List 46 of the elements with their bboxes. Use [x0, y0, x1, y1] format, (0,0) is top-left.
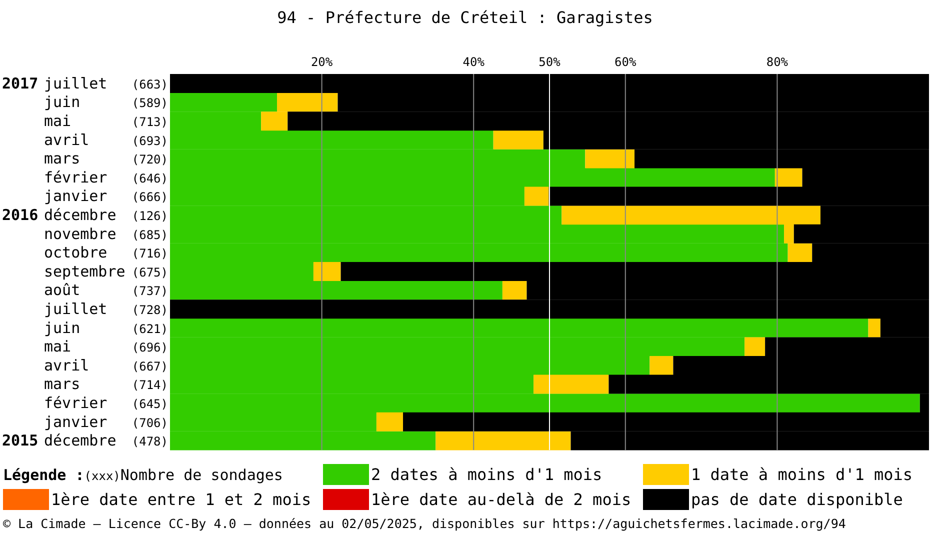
- x-tick-label: 50%: [538, 55, 562, 69]
- bar: [868, 318, 880, 338]
- chart-title: 94 - Préfecture de Créteil : Garagistes: [276, 8, 654, 27]
- category-label: juin (589): [44, 93, 168, 112]
- y-tick-label: septembre (675): [44, 262, 168, 280]
- category-label: février (646): [44, 168, 168, 186]
- category-label: janvier (666): [44, 187, 168, 206]
- category-label: avril (693): [44, 130, 168, 149]
- legend-title: Légende :: [3, 466, 84, 484]
- category-label: avril (667): [44, 356, 168, 374]
- legend-label: pas de date disponible: [690, 489, 904, 510]
- y-tick-label: novembre (685): [44, 224, 168, 243]
- bar: [313, 262, 341, 281]
- category-label: août (737): [44, 281, 168, 300]
- text: © La Cimade – Licence CC-By 4.0 – données au 02/05/2025, disponibles sur https://aguichetsfermes.lacimade.org/94: [3, 516, 846, 531]
- legend-label: 1 date à moins d'1 mois: [690, 464, 914, 485]
- x-tick-label: 40%: [462, 55, 486, 69]
- legend-label: 1ère date entre 1 et 2 mois: [50, 489, 312, 510]
- bar: [585, 149, 635, 168]
- legend-label: 2 dates à moins d'1 mois: [370, 464, 604, 485]
- category-label: juin (621): [44, 318, 168, 337]
- bar: [534, 374, 609, 394]
- bar: [774, 168, 802, 187]
- y-tick-label: 2016 décembre (126): [2, 206, 168, 224]
- x-tick-label: 60%: [614, 55, 638, 69]
- y-tick-label: 2015 décembre (478): [2, 432, 168, 450]
- category-label: mai (713): [44, 112, 168, 130]
- legend-label: 1ère date au-delà de 2 mois: [370, 489, 632, 510]
- category-label: 2017 juillet (663): [2, 74, 168, 92]
- bar: [502, 280, 527, 300]
- category-label: mars (720): [44, 150, 168, 168]
- bar: [524, 186, 549, 206]
- category-label: février (645): [44, 394, 168, 412]
- bar: [493, 130, 544, 150]
- x-tick-label: 80%: [766, 55, 789, 69]
- bar: [744, 337, 766, 356]
- category-label: mars (714): [44, 375, 168, 394]
- category-label: mai (696): [44, 338, 168, 356]
- bar: [436, 431, 571, 450]
- text: (xxx)Nombre de sondages: [84, 466, 283, 484]
- category-label: janvier (706): [44, 412, 168, 431]
- bar: [376, 412, 404, 432]
- bar: [650, 356, 674, 375]
- x-tick-label: 20%: [310, 55, 334, 69]
- category-label: octobre (716): [44, 244, 168, 262]
- category-label: juillet (728): [44, 300, 168, 318]
